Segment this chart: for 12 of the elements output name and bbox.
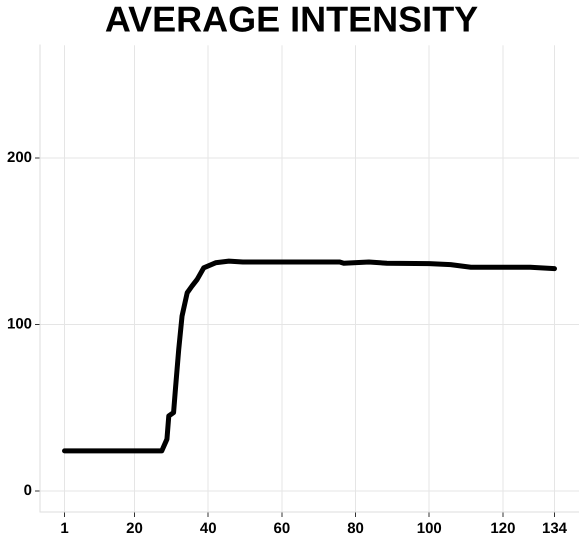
x-tick-label: 60 [274, 520, 290, 538]
x-tick-label: 40 [200, 520, 217, 538]
x-tick-label: 80 [347, 520, 364, 538]
y-tick-label: 100 [6, 316, 32, 333]
x-tick-label: 20 [126, 520, 143, 538]
y-tick-label: 200 [6, 149, 32, 166]
x-tick-label: 1 [60, 520, 69, 538]
x-tick-label: 100 [416, 520, 442, 538]
x-tick-label: 120 [490, 520, 516, 538]
y-tick-label: 0 [24, 482, 32, 499]
chart-title: AVERAGE INTENSITY [104, 0, 478, 40]
x-tick-label: 134 [542, 520, 568, 538]
